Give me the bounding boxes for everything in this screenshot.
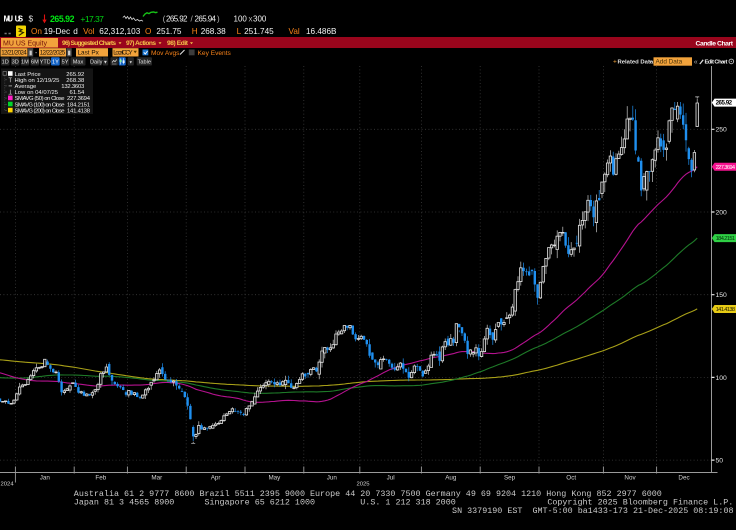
svg-text:Val: Val: [289, 27, 300, 36]
svg-text:High on 12/19/25: High on 12/19/25: [15, 78, 61, 84]
svg-text:▮: ▮: [29, 51, 32, 57]
svg-text:SMAVG (200) on Close: SMAVG (200) on Close: [15, 108, 66, 114]
svg-text:SMAVG (100) on Close: SMAVG (100) on Close: [15, 102, 66, 108]
svg-text:50: 50: [716, 458, 724, 465]
svg-text:MU: MU: [4, 15, 14, 24]
svg-text:Nov: Nov: [624, 475, 636, 482]
svg-text:268.38: 268.38: [66, 78, 85, 84]
svg-text:Edit Chart: Edit Chart: [705, 60, 728, 66]
svg-text:Add Data: Add Data: [656, 59, 683, 66]
svg-text:Key Events: Key Events: [198, 50, 232, 57]
svg-text:On: On: [31, 27, 42, 36]
svg-text:MU US Equity: MU US Equity: [3, 40, 47, 47]
svg-text:Table: Table: [138, 59, 151, 65]
svg-text:▮: ▮: [68, 51, 71, 57]
svg-text:96) Suggested Charts: 96) Suggested Charts: [62, 40, 116, 47]
svg-text:Low on 04/07/25: Low on 04/07/25: [15, 90, 59, 96]
svg-text:Australia 61 2 9777 8600 Brazi: Australia 61 2 9777 8600 Brazil 5511 239…: [74, 489, 662, 499]
svg-text:300: 300: [253, 15, 267, 24]
svg-text:2024: 2024: [1, 482, 15, 488]
svg-text:▼: ▼: [103, 59, 108, 64]
svg-text:Copyright 2025 Bloomberg Finan: Copyright 2025 Bloomberg Finance L.P.: [547, 498, 733, 508]
svg-text:132.3603: 132.3603: [61, 84, 85, 90]
svg-text:251.75: 251.75: [156, 27, 181, 36]
svg-text:265.92: 265.92: [66, 72, 84, 78]
svg-text:250: 250: [716, 127, 728, 134]
svg-text:16.486B: 16.486B: [306, 27, 337, 36]
svg-text:268.38: 268.38: [201, 27, 226, 36]
svg-text:SN 3379190 EST GMT-5:00 ba143: SN 3379190 EST GMT-5:00 ba1433-173 21-De…: [452, 506, 733, 516]
svg-text:200: 200: [716, 209, 728, 216]
svg-text:184.2151: 184.2151: [67, 102, 90, 108]
svg-text:12/21/2024: 12/21/2024: [1, 50, 27, 57]
svg-text:5Y: 5Y: [62, 59, 69, 65]
svg-text:Local CCY: Local CCY: [113, 50, 133, 57]
svg-text:▾: ▾: [130, 59, 133, 64]
svg-text:+: +: [613, 59, 617, 66]
svg-text:141.4138: 141.4138: [716, 307, 736, 313]
svg-text:Daily: Daily: [90, 59, 103, 65]
svg-text:Jan: Jan: [40, 475, 51, 482]
svg-text:Max: Max: [73, 59, 84, 65]
svg-text:): ): [217, 15, 220, 24]
svg-text:100: 100: [716, 375, 728, 382]
svg-text:Last Px: Last Px: [78, 50, 100, 57]
svg-text:2025: 2025: [356, 482, 370, 488]
svg-text:x: x: [249, 15, 253, 24]
svg-text:Vol: Vol: [83, 27, 95, 36]
svg-text:98) Edit: 98) Edit: [167, 40, 189, 47]
svg-text:d: d: [73, 27, 78, 36]
svg-text:100: 100: [234, 15, 248, 24]
svg-text:YTD: YTD: [40, 59, 51, 65]
svg-text:Average: Average: [15, 84, 38, 90]
svg-text:265.92: 265.92: [716, 100, 733, 107]
svg-text:Sep: Sep: [504, 475, 516, 482]
svg-text:227.3694: 227.3694: [67, 96, 91, 102]
svg-text:Jun: Jun: [327, 475, 338, 482]
svg-text:(: (: [163, 15, 166, 24]
svg-text:Related Data: Related Data: [618, 60, 654, 66]
svg-text:-: -: [35, 50, 38, 57]
svg-text:Jul: Jul: [387, 475, 395, 482]
svg-text:61.54: 61.54: [70, 90, 85, 96]
svg-text:62,312,103: 62,312,103: [99, 27, 140, 36]
svg-text:+17.37: +17.37: [80, 14, 104, 24]
svg-text:Mar: Mar: [151, 475, 162, 482]
svg-text:19-Dec: 19-Dec: [44, 27, 70, 36]
svg-text:97) Actions: 97) Actions: [126, 40, 156, 47]
svg-text:265.92: 265.92: [166, 15, 188, 24]
svg-text:265.94: 265.94: [195, 15, 217, 24]
svg-text:Oct: Oct: [566, 475, 576, 482]
svg-text:184.2151: 184.2151: [716, 236, 736, 242]
svg-text:3D: 3D: [12, 59, 19, 65]
svg-text:L: L: [237, 27, 242, 36]
svg-text:Dec: Dec: [678, 475, 689, 482]
svg-text:Last Price: Last Price: [15, 72, 42, 78]
svg-text:251.745: 251.745: [244, 27, 274, 36]
svg-text:Aug: Aug: [445, 475, 457, 482]
svg-text:150: 150: [716, 292, 728, 299]
svg-text:Mov Avgs: Mov Avgs: [151, 50, 180, 57]
svg-text:«: «: [694, 59, 698, 66]
svg-text:12/22/2025: 12/22/2025: [40, 50, 66, 57]
svg-text:$: $: [29, 15, 34, 24]
svg-text:O: O: [145, 27, 151, 36]
svg-text:SMAVG (50) on Close: SMAVG (50) on Close: [15, 96, 66, 102]
svg-text:May: May: [268, 475, 281, 482]
svg-text:Japan 81 3 4565 8900 Sing: Japan 81 3 4565 8900 Singapore 65 6212 1…: [74, 498, 456, 508]
svg-text:1M: 1M: [21, 59, 29, 65]
svg-text:141.4138: 141.4138: [67, 108, 91, 114]
svg-text:1Y: 1Y: [52, 59, 59, 65]
svg-text:US: US: [15, 15, 24, 24]
svg-text:Apr: Apr: [211, 475, 221, 482]
svg-text:Candle Chart: Candle Chart: [696, 40, 734, 47]
svg-text:H: H: [192, 27, 198, 36]
svg-text:227.3694: 227.3694: [716, 165, 736, 171]
svg-text:/: /: [191, 15, 194, 24]
svg-text:265.92: 265.92: [50, 14, 75, 24]
svg-text:6M: 6M: [31, 59, 39, 65]
svg-text:Feb: Feb: [95, 475, 106, 482]
svg-text:1D: 1D: [2, 59, 9, 65]
